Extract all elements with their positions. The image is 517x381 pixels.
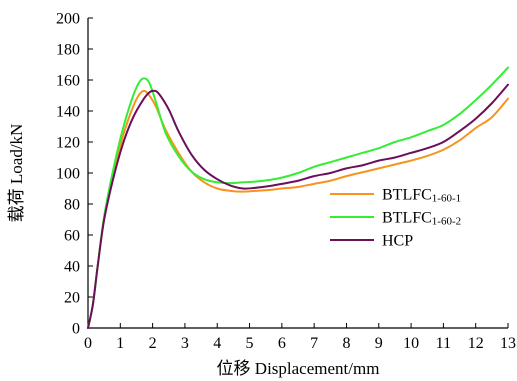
y-axis-label: 载荷 Load/kN (7, 124, 26, 223)
y-tick-label: 0 (72, 321, 80, 338)
legend-label-main: BTLFC (382, 187, 432, 204)
x-tick-label: 2 (149, 335, 157, 352)
x-ticks: 0 1 2 3 4 5 6 7 8 9 10 11 12 13 (84, 323, 516, 352)
y-tick-label: 120 (56, 135, 80, 152)
x-tick-label: 8 (342, 335, 350, 352)
series-line-btlfc1-60-2 (87, 66, 509, 329)
legend-label-btlfc1-60-2: BTLFC1-60-2 (382, 210, 461, 228)
y-tick-label: 100 (56, 166, 80, 183)
y-tick-label: 60 (64, 228, 80, 245)
y-tick-label: 40 (64, 259, 80, 276)
x-tick-label: 7 (310, 335, 318, 352)
legend-label-btlfc1-60-1: BTLFC1-60-1 (382, 187, 461, 205)
series-lines (87, 66, 509, 329)
legend-label-subscript: 1-60-2 (432, 216, 461, 228)
x-tick-label: 12 (468, 335, 484, 352)
y-tick-label: 140 (56, 104, 80, 121)
y-tick-label: 200 (56, 11, 80, 28)
series-line-btlfc1-60-1 (87, 89, 509, 329)
legend-label-main: HCP (382, 233, 413, 250)
y-ticks: 0 20 40 60 80 100 120 140 160 180 200 (56, 11, 93, 338)
legend-label-subscript: 1-60-1 (432, 193, 461, 205)
x-tick-label: 1 (116, 335, 124, 352)
y-tick-label: 80 (64, 197, 80, 214)
y-tick-label: 160 (56, 73, 80, 90)
series-line-hcp (87, 83, 509, 329)
x-tick-label: 10 (403, 335, 419, 352)
x-axis-label: 位移 Displacement/mm (217, 359, 380, 378)
legend-label-main: BTLFC (382, 210, 432, 227)
x-tick-label: 11 (436, 335, 451, 352)
y-tick-label: 20 (64, 290, 80, 307)
x-tick-label: 13 (500, 335, 516, 352)
x-tick-label: 4 (213, 335, 221, 352)
legend-label-hcp: HCP (382, 233, 413, 250)
y-tick-label: 180 (56, 42, 80, 59)
x-tick-label: 3 (181, 335, 189, 352)
x-tick-label: 6 (278, 335, 286, 352)
x-tick-label: 0 (84, 335, 92, 352)
x-tick-label: 9 (375, 335, 383, 352)
x-tick-label: 5 (246, 335, 254, 352)
